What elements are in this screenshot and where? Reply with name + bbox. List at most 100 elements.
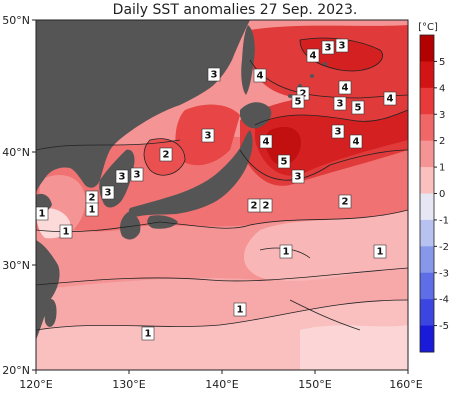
svg-text:4: 4: [342, 83, 349, 94]
colorbar-segment: [420, 219, 434, 247]
lon-label-130e: 130°E: [112, 378, 145, 391]
svg-text:3: 3: [337, 99, 344, 110]
anomaly-label: 4: [306, 48, 320, 63]
anomaly-label: 2: [247, 198, 261, 213]
anomaly-label: 3: [291, 169, 305, 184]
anomaly-label: 4: [253, 68, 267, 83]
colorbar-segment: [420, 140, 434, 168]
svg-text:5: 5: [355, 103, 362, 114]
colorbar-units: [°C]: [418, 22, 438, 33]
lat-label-30n: 30°N: [2, 259, 30, 272]
lat-label-50n: 50°N: [2, 14, 30, 27]
colorbar-tick-label: -4: [439, 295, 449, 306]
anomaly-label: 3: [201, 128, 215, 143]
svg-text:2: 2: [263, 201, 270, 212]
svg-text:3: 3: [339, 41, 346, 52]
anomaly-label: 3: [207, 67, 221, 82]
anomaly-label: 1: [373, 244, 387, 259]
lon-label-150e: 150°E: [298, 378, 331, 391]
svg-text:4: 4: [353, 137, 360, 148]
colorbar-tick-label: 5: [439, 57, 445, 68]
anomaly-label: 4: [338, 80, 352, 95]
colorbar-tick-label: -2: [439, 242, 449, 253]
svg-text:1: 1: [237, 305, 244, 316]
anomaly-label: 3: [130, 167, 144, 182]
anomaly-label: 1: [233, 302, 247, 317]
svg-text:2: 2: [251, 201, 258, 212]
colorbar-segment: [420, 114, 434, 142]
svg-text:1: 1: [377, 247, 384, 258]
svg-text:3: 3: [325, 43, 332, 54]
anomaly-label: 1: [279, 244, 293, 259]
anomaly-label: 3: [333, 96, 347, 111]
anomaly-label: 3: [331, 124, 345, 139]
anomaly-label: 5: [351, 100, 365, 115]
colorbar-segment: [420, 299, 434, 327]
colorbar-tick-label: 0: [439, 189, 445, 200]
svg-text:4: 4: [257, 71, 264, 82]
svg-text:5: 5: [295, 97, 302, 108]
colorbar-tick-label: -5: [439, 321, 449, 332]
lon-label-140e: 140°E: [205, 378, 238, 391]
lat-label-20n: 20°N: [2, 364, 30, 377]
svg-text:4: 4: [263, 137, 270, 148]
svg-text:3: 3: [119, 172, 126, 183]
colorbar-segment: [420, 61, 434, 89]
anomaly-label: 1: [141, 326, 155, 341]
colorbar-segment: [420, 167, 434, 194]
anomaly-label: 2: [259, 198, 273, 213]
colorbar-segment: [420, 35, 434, 62]
map-title: Daily SST anomalies 27 Sep. 2023.: [112, 2, 358, 18]
colorbar-tick-label: 3: [439, 110, 445, 121]
svg-text:1: 1: [283, 247, 290, 258]
anomaly-label: 4: [383, 91, 397, 106]
anomaly-label: 5: [277, 154, 291, 169]
svg-text:1: 1: [145, 329, 152, 340]
anomaly-label: 2: [338, 194, 352, 209]
anomaly-label: 3: [115, 169, 129, 184]
svg-text:5: 5: [281, 157, 288, 168]
svg-text:3: 3: [295, 172, 302, 183]
svg-text:3: 3: [205, 131, 212, 142]
svg-text:2: 2: [163, 150, 170, 161]
lon-label-160e: 160°E: [389, 378, 422, 391]
colorbar-tick-label: -1: [439, 215, 449, 226]
colorbar-tick-label: -3: [439, 268, 449, 279]
lon-label-120e: 120°E: [19, 378, 52, 391]
axis-ticks: [32, 19, 409, 374]
svg-text:3: 3: [134, 170, 141, 181]
anomaly-label: 3: [321, 40, 335, 55]
colorbar-segment: [420, 193, 434, 221]
svg-text:1: 1: [63, 227, 70, 238]
anomaly-label: 3: [101, 185, 115, 200]
anomaly-label: 3: [335, 38, 349, 53]
anomaly-label: 1: [35, 206, 49, 221]
svg-text:2: 2: [300, 89, 307, 100]
anomaly-label: 1: [59, 224, 73, 239]
svg-text:3: 3: [105, 188, 112, 199]
anomaly-label: 1: [85, 202, 99, 217]
colorbar: 5 4 3 2 1 0 -1 -2 -3 -4 -5: [419, 34, 449, 353]
svg-text:4: 4: [310, 51, 317, 62]
land: [36, 20, 327, 340]
svg-text:3: 3: [335, 127, 342, 138]
colorbar-tick-label: 4: [439, 83, 445, 94]
svg-text:2: 2: [89, 193, 96, 204]
colorbar-segment: [420, 272, 434, 300]
anomaly-label: 2: [159, 147, 173, 162]
colorbar-tick-label: 2: [439, 136, 445, 147]
svg-text:3: 3: [211, 70, 218, 81]
colorbar-segment: [420, 246, 434, 274]
anomaly-label: 4: [349, 134, 363, 149]
svg-text:1: 1: [89, 205, 96, 216]
svg-text:2: 2: [342, 197, 349, 208]
anomaly-label: 5: [291, 94, 305, 109]
anomaly-label: 4: [259, 134, 273, 149]
colorbar-segment: [420, 325, 434, 353]
svg-text:1: 1: [39, 209, 46, 220]
contour-lines: [36, 37, 408, 331]
colorbar-segment: [420, 87, 434, 115]
lat-label-40n: 40°N: [2, 146, 30, 159]
